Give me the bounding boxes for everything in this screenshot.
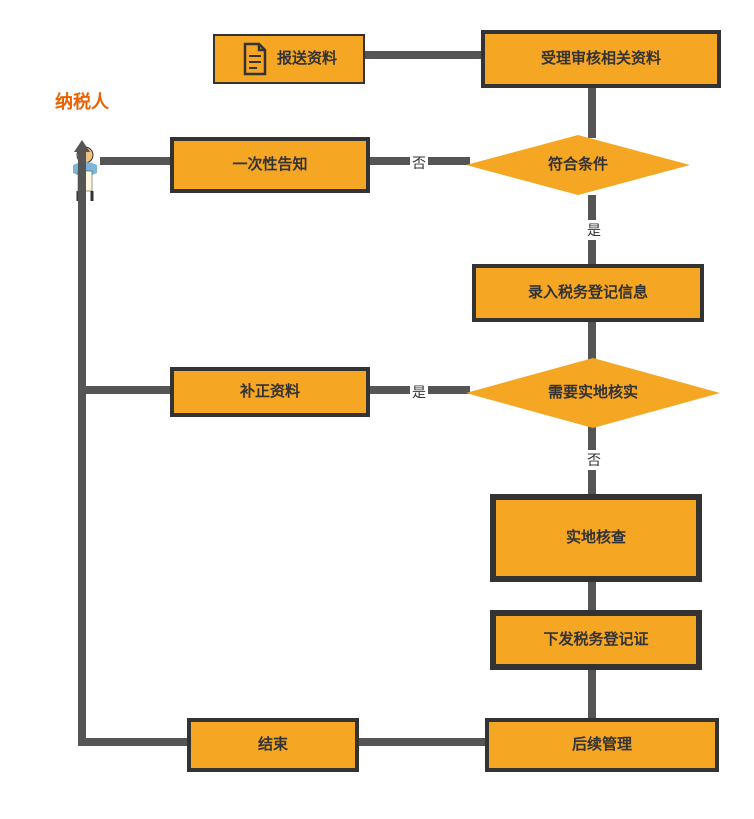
edge-label-2: 否 — [410, 153, 428, 173]
node-n3: 一次性告知 — [170, 137, 370, 193]
edge-label-8: 否 — [585, 450, 603, 470]
node-label-n10: 后续管理 — [572, 735, 632, 755]
edge-11 — [359, 738, 485, 746]
node-n6: 需要实地核实 — [466, 358, 720, 428]
node-label-n2: 受理审核相关资料 — [541, 49, 661, 69]
edge-arrow-13 — [74, 140, 90, 152]
node-n5: 录入税务登记信息 — [472, 264, 704, 322]
edge-5 — [588, 322, 596, 360]
node-n4: 符合条件 — [466, 135, 690, 195]
title-label: 纳税人 — [55, 88, 109, 114]
edge-12 — [82, 738, 187, 746]
node-label-n8: 实地核查 — [566, 528, 626, 548]
node-label-n3: 一次性告知 — [232, 155, 307, 175]
edge-10 — [588, 670, 596, 718]
node-label-n6: 需要实地核实 — [466, 383, 720, 403]
edge-7 — [82, 386, 170, 394]
node-n9: 下发税务登记证 — [490, 610, 702, 670]
node-n11: 结束 — [187, 718, 359, 772]
edge-label-6: 是 — [410, 382, 428, 402]
edge-label-4: 是 — [585, 220, 603, 240]
node-n7: 补正资料 — [170, 367, 370, 417]
edge-1 — [588, 88, 596, 138]
node-label-n9: 下发税务登记证 — [543, 630, 648, 650]
node-n2: 受理审核相关资料 — [481, 30, 721, 88]
edge-0 — [365, 51, 481, 59]
node-n1: 报送资料 — [213, 34, 365, 84]
document-icon — [241, 42, 269, 76]
node-label-n5: 录入税务登记信息 — [528, 283, 648, 303]
node-label-n7: 补正资料 — [240, 382, 300, 402]
node-label-n1: 报送资料 — [277, 49, 337, 69]
edge-3 — [100, 157, 170, 165]
edge-13 — [78, 150, 86, 746]
node-label-n11: 结束 — [258, 735, 288, 755]
node-n8: 实地核查 — [490, 494, 702, 582]
node-n10: 后续管理 — [485, 718, 719, 772]
edge-9 — [588, 582, 596, 610]
node-label-n4: 符合条件 — [466, 155, 690, 175]
